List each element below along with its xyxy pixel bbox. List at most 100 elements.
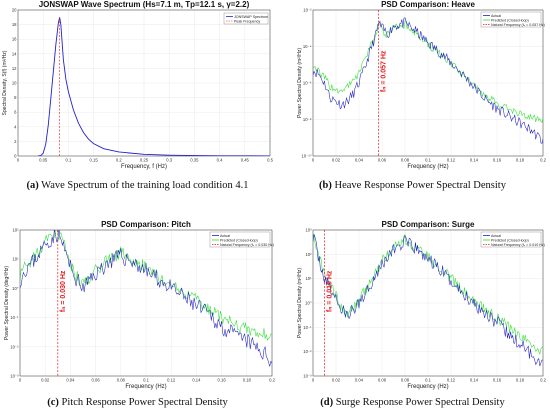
plot-frame (312, 229, 544, 377)
legend-box (480, 231, 542, 248)
caption-c: (c) Pitch Response Power Spectral Densit… (0, 397, 275, 408)
y-tick-label: 18 (12, 22, 17, 27)
x-tick-label: 0.35 (190, 158, 199, 163)
y-tick-label: 10⁻¹ (303, 325, 312, 330)
x-tick-label: 0.3 (166, 158, 172, 163)
surge-psd-plot: 0 0.02 0.04 0.06 0.08 0.1 0.12 0.14 0.16 0.18 0.2 1… (297, 220, 547, 390)
x-tick-label: 0.2 (540, 158, 546, 163)
x-tick-label: 0.45 (241, 158, 250, 163)
x-tick-label: 0.2 (540, 378, 546, 383)
chart-title: JONSWAP Wave Spectrum (Hs=7.1 m, Tp=12.1… (39, 0, 250, 9)
x-tick-label: 0.5 (267, 158, 273, 163)
y-tick-label: 10³ (305, 228, 312, 233)
pitch-psd-plot: 0 0.02 0.04 0.06 0.08 0.1 0.12 0.14 0.16 0.18 0.2 1… (4, 220, 276, 390)
legend-box (480, 11, 542, 28)
y-axis-label: Spectral Density, S(f) (m²/Hz) (2, 50, 8, 115)
y-tick-label: 10¹ (305, 276, 312, 281)
y-tick-label: 10¹ (12, 257, 19, 262)
y-tick-label: 14 (12, 51, 17, 56)
x-tick-label: 0.04 (355, 378, 364, 383)
y-axis-label: Power Spectral Density (deg²/Hz) (4, 266, 10, 341)
x-tick-label: 0.14 (470, 158, 479, 163)
series-predicted (313, 20, 543, 123)
x-tick-label: 0 (17, 158, 20, 163)
caption-d-tag: (d) (320, 397, 334, 408)
y-tick-label: 4 (14, 124, 17, 129)
plot-frame (19, 229, 273, 377)
y-tick-label: 10² (305, 252, 312, 257)
caption-b-text: Heave Response Power Spectral Density (331, 180, 506, 191)
natural-frequency-annotation: fₙ = 0.030 Hz (60, 270, 67, 312)
legend-label-predicted: Predicted (Closed-loop) (220, 238, 258, 242)
legend-label-predicted: Predicted (Closed-loop) (491, 238, 529, 242)
x-tick-label: 0.2 (116, 158, 122, 163)
chart-wave-spectrum: 0 0.05 0.1 0.15 0.2 0.25 0.3 0.35 0.4 0.45 0.5 0 2 4 6… (0, 0, 275, 180)
x-tick-label: 0.08 (117, 378, 126, 383)
x-axis-label: Frequency (Hz) (125, 384, 166, 390)
x-tick-label: 0.1 (425, 378, 431, 383)
caption-b-tag: (b) (319, 180, 332, 191)
y-tick-label: 12 (12, 66, 17, 71)
y-tick-label: 10⁻³ (303, 374, 312, 379)
y-tick-label: 10⁻² (303, 349, 312, 354)
x-tick-label: 0.06 (92, 378, 101, 383)
caption-a-text: Wave Spectrum of the training load condi… (38, 180, 249, 191)
y-tick-label: 10⁰ (305, 301, 312, 306)
caption-c-tag: (c) (47, 397, 59, 408)
y-tick-label: 20 (12, 8, 17, 13)
x-tick-label: 0.15 (90, 158, 99, 163)
y-tick-label: 10⁻¹⁰ (302, 154, 312, 159)
x-tick-label: 0.18 (516, 378, 525, 383)
x-axis-label: Frequency (Hz) (407, 164, 448, 170)
x-tick-label: 0.25 (140, 158, 149, 163)
wave-spectrum-plot: 0 0.05 0.1 0.15 0.2 0.25 0.3 0.35 0.4 0.45 0.5 0 2 4 6… (2, 0, 274, 170)
x-tick-label: 0.02 (332, 378, 341, 383)
y-tick-label: 10 (12, 81, 17, 86)
x-tick-label: 0.14 (470, 378, 479, 383)
x-tick-label: 0.1 (65, 158, 71, 163)
x-tick-label: 0.02 (332, 158, 341, 163)
x-tick-label: 0.18 (516, 158, 525, 163)
chart-surge-psd: 0 0.02 0.04 0.06 0.08 0.1 0.12 0.14 0.16 0.18 0.2 1… (275, 210, 550, 397)
plot-frame (17, 9, 271, 157)
series-actual (313, 234, 543, 367)
natural-frequency-annotation: fₙ = 0.057 Hz (381, 50, 388, 92)
x-tick-label: 0.04 (355, 158, 364, 163)
y-tick-label: 16 (12, 37, 17, 42)
legend-box (223, 12, 269, 25)
y-tick-label: 10⁻² (303, 8, 312, 13)
chart-title: PSD Comparison: Pitch (101, 220, 191, 229)
caption-d-text: Surge Response Power Spectral Density (333, 397, 505, 408)
x-tick-label: 0.1 (425, 158, 431, 163)
x-tick-label: 0.08 (401, 158, 410, 163)
x-axis-label: Frequency, f (Hz) (121, 164, 167, 170)
series-actual (313, 17, 543, 144)
legend-label-natural: Natural Frequency (fₙ = 0.030 Hz) (220, 243, 274, 247)
x-tick-label: 0.06 (378, 378, 387, 383)
series-jonswap-spectrum (38, 17, 270, 156)
x-tick-label: 0.12 (447, 378, 456, 383)
chart-heave-psd: 0 0.02 0.04 0.06 0.08 0.1 0.12 0.14 0.16 0.18 0.2 1… (275, 0, 550, 180)
y-tick-label: 10⁰ (12, 286, 19, 291)
x-tick-label: 0.16 (493, 378, 502, 383)
x-tick-label: 0.05 (39, 158, 48, 163)
heave-psd-plot: 0 0.02 0.04 0.06 0.08 0.1 0.12 0.14 0.16 0.18 0.2 1… (297, 0, 547, 170)
caption-c-text: Pitch Response Power Spectral Density (58, 397, 228, 408)
x-tick-label: 0.18 (243, 378, 252, 383)
x-tick-label: 0.16 (493, 158, 502, 163)
y-tick-label: 10⁻¹ (10, 315, 19, 320)
x-tick-label: 0 (312, 378, 315, 383)
legend-label-natural: Natural Frequency (fₙ = 0.010 Hz) (491, 243, 545, 247)
legend-label-spectrum: JONSWAP Spectrum (234, 15, 268, 19)
caption-a-tag: (a) (26, 180, 39, 191)
x-tick-label: 0.4 (217, 158, 223, 163)
y-tick-label: 10⁻⁶ (303, 81, 312, 86)
y-axis-label: Power Spectral Density (m²/Hz) (297, 268, 303, 338)
x-tick-label: 0.14 (192, 378, 201, 383)
x-tick-label: 0.06 (378, 158, 387, 163)
natural-frequency-annotation: fₙ = 0.010 Hz (327, 270, 334, 312)
y-tick-label: 0 (14, 154, 17, 159)
y-tick-label: 10² (12, 228, 19, 233)
y-axis-label: Power Spectral Density (m²/Hz) (297, 48, 303, 118)
x-tick-label: 0.12 (447, 158, 456, 163)
